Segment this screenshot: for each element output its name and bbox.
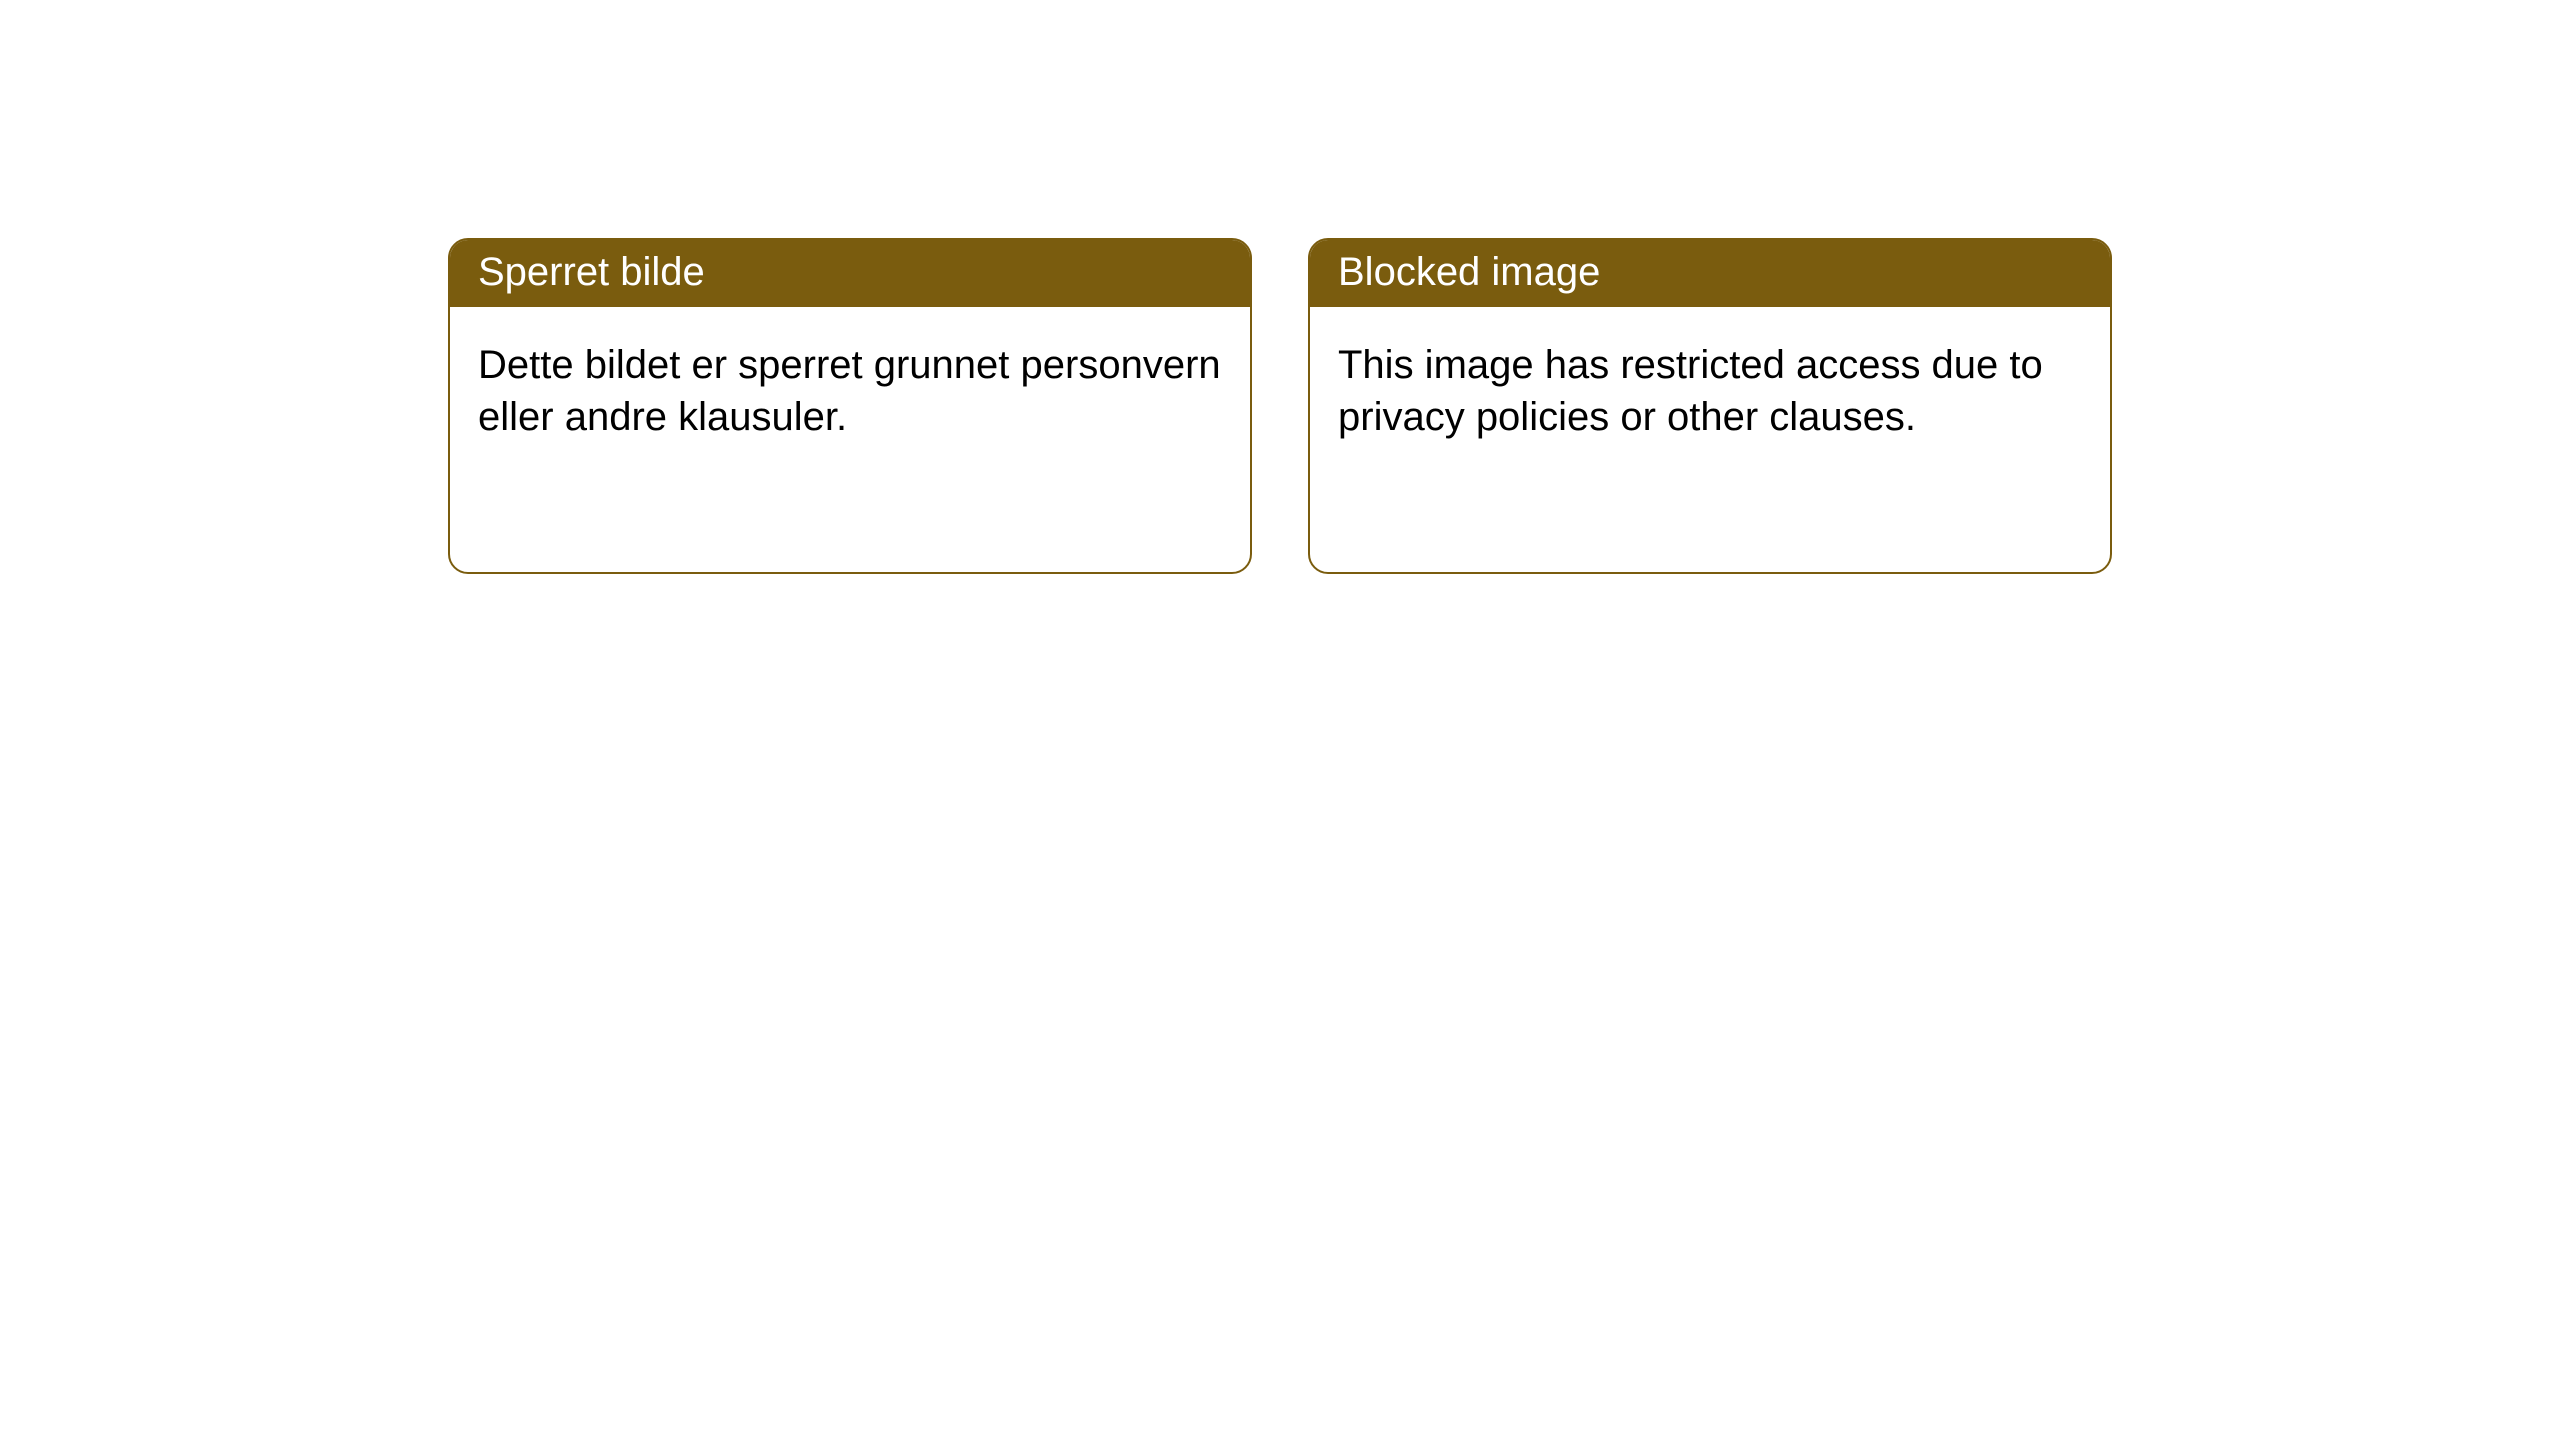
card-body: Dette bildet er sperret grunnet personve… (450, 307, 1250, 475)
card-body: This image has restricted access due to … (1310, 307, 2110, 475)
cards-container: Sperret bilde Dette bildet er sperret gr… (448, 238, 2560, 574)
card-header: Blocked image (1310, 240, 2110, 307)
card-title: Blocked image (1338, 250, 1600, 294)
blocked-image-card-norwegian: Sperret bilde Dette bildet er sperret gr… (448, 238, 1252, 574)
card-header: Sperret bilde (450, 240, 1250, 307)
card-body-text: This image has restricted access due to … (1338, 343, 2043, 439)
card-title: Sperret bilde (478, 250, 705, 294)
blocked-image-card-english: Blocked image This image has restricted … (1308, 238, 2112, 574)
card-body-text: Dette bildet er sperret grunnet personve… (478, 343, 1221, 439)
